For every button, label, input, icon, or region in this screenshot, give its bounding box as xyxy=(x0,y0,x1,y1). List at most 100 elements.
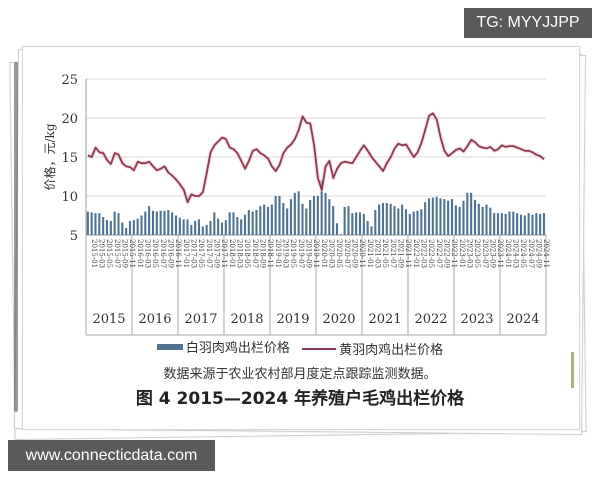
x-tick-label: 2017-01 xyxy=(182,239,190,268)
bar-white-feather xyxy=(508,211,511,235)
bar-white-feather xyxy=(504,213,507,235)
bar-white-feather xyxy=(94,213,97,235)
bar-white-feather xyxy=(512,211,515,235)
x-tick-label: 2015-11 xyxy=(128,239,136,268)
x-tick-label: 2017-11 xyxy=(220,239,228,268)
chart-legend: 白羽肉鸡出栏价格 黄羽肉鸡出栏价格 xyxy=(0,337,600,358)
x-tick-label: 2021-09 xyxy=(397,239,405,268)
x-tick-label: 2018-03 xyxy=(236,239,244,268)
bar-white-feather xyxy=(263,204,266,235)
bar-white-feather xyxy=(259,206,262,235)
bar-white-feather xyxy=(401,204,404,235)
x-tick-label: 2019-11 xyxy=(312,239,320,268)
bar-white-feather xyxy=(125,227,128,235)
x-tick-label: 2016-07 xyxy=(159,239,167,268)
bar-white-feather xyxy=(174,215,178,235)
bar-white-feather xyxy=(301,203,304,235)
bar-white-feather xyxy=(132,220,135,235)
bar-white-feather xyxy=(117,213,120,235)
bar-white-feather xyxy=(397,208,400,235)
paper-binding-edge xyxy=(14,62,18,412)
bar-white-feather xyxy=(171,212,174,235)
bar-white-feather xyxy=(220,222,224,235)
bar-white-feather xyxy=(412,211,415,235)
bar-white-feather xyxy=(159,210,162,235)
x-tick-label: 2019-09 xyxy=(305,239,313,268)
y-tick-label: 25 xyxy=(61,73,78,88)
bar-white-feather xyxy=(358,212,362,235)
bar-white-feather xyxy=(485,204,488,235)
bar-white-feather xyxy=(535,213,538,235)
x-tick-label: 2020-11 xyxy=(358,239,366,268)
bar-white-feather xyxy=(102,217,105,235)
bar-white-feather xyxy=(155,211,158,235)
bar-white-feather xyxy=(140,215,143,235)
x-tick-label: 2020-07 xyxy=(343,239,351,268)
x-tick-label: 2015-09 xyxy=(121,239,129,268)
bar-white-feather xyxy=(86,211,89,235)
bar-white-feather xyxy=(454,205,457,235)
x-tick-label: 2017-03 xyxy=(190,239,198,268)
bar-white-feather xyxy=(542,213,546,235)
x-tick-label: 2023-07 xyxy=(481,239,489,268)
x-tick-label: 2021-07 xyxy=(389,239,397,268)
x-tick-label: 2016-05 xyxy=(151,239,159,268)
bar-white-feather xyxy=(312,196,316,235)
bar-white-feather xyxy=(493,213,496,235)
bar-white-feather xyxy=(151,210,155,235)
bar-white-feather xyxy=(98,213,101,235)
bar-white-feather xyxy=(243,214,247,235)
x-tick-label: 2018-05 xyxy=(243,239,251,268)
x-tick-label: 2024-01 xyxy=(504,239,512,268)
bar-white-feather xyxy=(481,206,484,235)
y-tick-label: 5 xyxy=(70,229,78,244)
x-tick-label: 2021-03 xyxy=(374,239,382,268)
bar-white-feather xyxy=(527,213,530,235)
x-tick-label: 2024-03 xyxy=(512,239,520,268)
bar-white-feather xyxy=(320,180,323,235)
bar-white-feather xyxy=(366,220,369,235)
x-tick-label: 2023-03 xyxy=(466,239,474,268)
bar-white-feather xyxy=(247,210,250,235)
x-tick-label: 2018-11 xyxy=(266,239,274,268)
bar-white-feather xyxy=(470,192,473,235)
bar-white-feather xyxy=(278,196,281,235)
bar-white-feather xyxy=(309,199,312,235)
x-tick-label: 2023-05 xyxy=(473,239,481,268)
x-tick-label: 2017-05 xyxy=(197,239,205,268)
bar-white-feather xyxy=(255,210,258,235)
paper-sheet-front xyxy=(22,46,580,430)
bar-white-feather xyxy=(90,212,93,235)
bar-white-feather xyxy=(328,199,331,235)
bar-white-feather xyxy=(316,196,319,235)
bar-white-feather xyxy=(205,224,208,235)
bar-white-feather xyxy=(458,206,461,235)
bar-white-feather xyxy=(516,213,519,235)
x-tick-label: 2023-01 xyxy=(458,239,466,268)
bar-white-feather xyxy=(128,220,132,235)
figure-title: 图 4 2015—2024 年养殖户毛鸡出栏价格 xyxy=(135,389,465,409)
y-tick-label: 20 xyxy=(61,112,78,127)
bar-white-feather xyxy=(121,222,124,235)
y-tick-label: 15 xyxy=(61,151,78,166)
bar-white-feather xyxy=(324,192,327,235)
bar-white-feather xyxy=(251,211,254,235)
price-chart: 5 10 15 20 25 价格，元/kg 2015-01 2015-03 2015-05 201… xyxy=(40,70,560,340)
x-tick-label: 2015-05 xyxy=(105,239,113,268)
bar-white-feather xyxy=(374,210,377,235)
bar-white-feather xyxy=(435,196,438,235)
legend-line-swatch xyxy=(302,347,337,350)
bar-white-feather xyxy=(378,204,381,235)
bar-white-feather xyxy=(385,203,388,235)
bar-white-feather xyxy=(443,199,446,235)
legend-label-white-feather: 白羽肉鸡出栏价格 xyxy=(185,341,290,356)
bar-white-feather xyxy=(424,202,427,235)
x-tick-label: 2020-05 xyxy=(335,239,343,268)
bar-white-feather xyxy=(266,206,270,235)
bar-white-feather xyxy=(282,203,285,235)
x-tick-label: 2021-05 xyxy=(381,239,389,268)
bar-white-feather xyxy=(477,203,480,235)
bar-white-feather xyxy=(213,212,216,235)
x-tick-label: 2020-09 xyxy=(351,239,359,268)
bar-white-feather xyxy=(351,213,354,235)
